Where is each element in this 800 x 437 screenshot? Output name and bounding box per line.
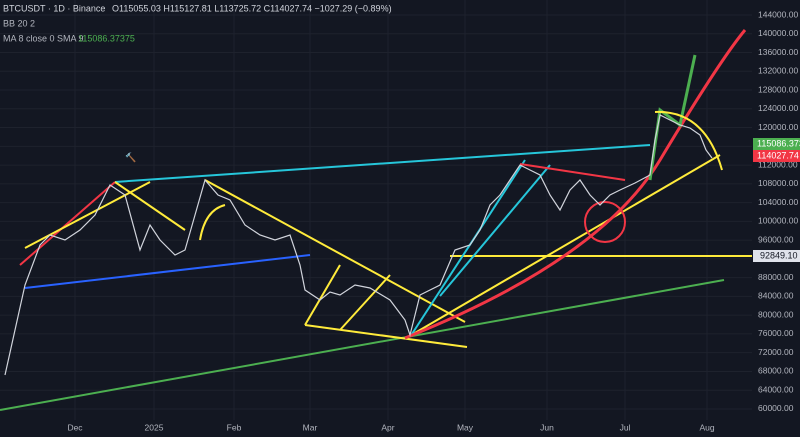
time-label: Apr (381, 422, 394, 432)
price-label: 80000.00 (758, 309, 794, 319)
price-label: 88000.00 (758, 272, 794, 282)
price-label: 96000.00 (758, 234, 794, 244)
red-channel (19, 181, 116, 266)
red-line (519, 163, 626, 181)
drawings: 🔨 (0, 29, 752, 411)
price-label: 120000.00 (758, 122, 798, 132)
red-circle (584, 201, 626, 243)
yellow-wedge-bottom (304, 324, 468, 348)
price-label: 104000.00 (758, 197, 798, 207)
cyan-channel (409, 159, 526, 338)
price-label: 100000.00 (758, 216, 798, 226)
price-label: 112000.00 (758, 159, 798, 169)
yellow-arc-small (199, 204, 226, 241)
ma-value: 115086.37375 (78, 33, 135, 43)
time-label: Dec (67, 422, 83, 432)
level-tag-bg (753, 250, 800, 262)
time-label: Mar (303, 422, 318, 432)
yellow-uptrend (407, 154, 721, 338)
level-tag: 92849.10 (760, 250, 798, 260)
price-label: 60000.00 (758, 403, 794, 413)
yellow-channel (24, 181, 151, 249)
time-label: May (457, 422, 474, 432)
price-label: 72000.00 (758, 347, 794, 357)
price-label: 132000.00 (758, 66, 798, 76)
yellow-line (114, 181, 186, 231)
time-label: Feb (227, 422, 242, 432)
yellow-triangle (339, 274, 391, 331)
ma-indicator[interactable]: MA 8 close 0 SMA 9 (3, 33, 84, 43)
hammer-icon: 🔨 (125, 151, 136, 162)
price-label: 128000.00 (758, 84, 798, 94)
green-curve (648, 54, 697, 181)
ma-tag: 115086.373 (757, 138, 800, 148)
time-label: Aug (699, 422, 714, 432)
time-label: Jun (540, 422, 554, 432)
ma-tag-bg (753, 138, 800, 150)
price-label: 140000.00 (758, 28, 798, 38)
price-label: 64000.00 (758, 384, 794, 394)
price-label: 68000.00 (758, 366, 794, 376)
ohlc: O115055.03 H115127.81 L113725.72 C114027… (112, 3, 392, 13)
cyan-channel (439, 164, 551, 297)
last-tag: 114027.74 (757, 150, 799, 160)
price-label: 124000.00 (758, 103, 798, 113)
price-label: 84000.00 (758, 291, 794, 301)
price-label: 76000.00 (758, 328, 794, 338)
time-label: Jul (620, 422, 631, 432)
yellow-arc (654, 110, 723, 171)
time-label: 2025 (145, 422, 164, 432)
green-trendline (0, 279, 725, 411)
bb-indicator[interactable]: BB 20 2 (3, 18, 35, 28)
price-label: 144000.00 (758, 9, 798, 19)
last-tag-bg (753, 150, 800, 162)
yellow-triangle (304, 264, 341, 326)
price-path (4, 114, 713, 376)
blue-trendline (24, 254, 311, 289)
cyan-trendline (114, 144, 651, 183)
red-curve (404, 29, 747, 340)
price-label: 136000.00 (758, 47, 798, 57)
yellow-wedge-top (204, 179, 466, 323)
symbol[interactable]: BTCUSDT · 1D · Binance (3, 3, 105, 13)
price-axis (752, 0, 800, 437)
price-label: 108000.00 (758, 178, 798, 188)
